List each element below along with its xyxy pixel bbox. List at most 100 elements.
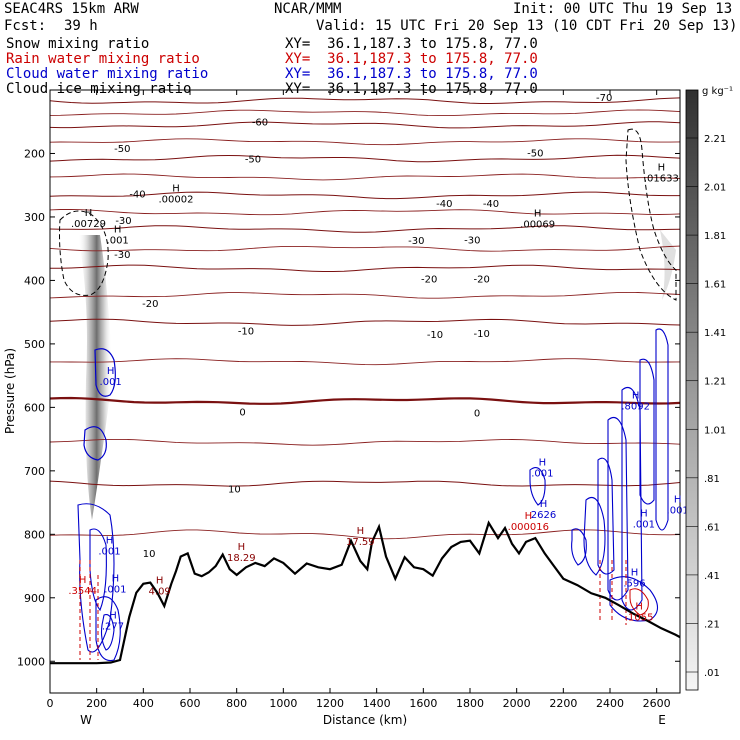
maximum-value-label: .001 <box>104 585 126 596</box>
maximum-value-label: .001 <box>100 377 122 388</box>
isotherm-label: -70 <box>596 93 612 104</box>
isotherm-label: -20 <box>473 274 489 285</box>
colorbar-tick-label: 2.21 <box>704 134 726 145</box>
maximum-value-label: .001 <box>531 469 553 480</box>
y-axis-title: Pressure (hPa) <box>3 348 17 434</box>
field-xy-cloud-ice: XY= 36.1,187.3 to 175.8, 77.0 <box>285 81 538 97</box>
org-name: NCAR/MMM <box>274 1 342 17</box>
x-tick-label: 2000 <box>503 697 531 710</box>
colorbar-tick-label: 1.81 <box>704 231 726 242</box>
isotherm-label: -50 <box>245 154 261 165</box>
isotherm-line <box>50 358 680 366</box>
isotherm-label: -60 <box>252 118 268 129</box>
maximum-value-label: .00002 <box>159 194 194 205</box>
isotherm-line <box>50 318 680 326</box>
maximum-marker: H <box>540 499 548 510</box>
isotherm-line <box>50 173 680 181</box>
colorbar-tick-label: 1.01 <box>704 425 726 436</box>
maximum-marker: H <box>534 209 542 220</box>
x-tick-label: 2400 <box>596 697 624 710</box>
isotherm-label: -10 <box>473 329 489 340</box>
x-tick-label: 800 <box>226 697 247 710</box>
y-tick-label: 300 <box>24 211 45 224</box>
colorbar-tick-label: 1.41 <box>704 328 726 339</box>
isotherm-line <box>50 396 680 405</box>
maximum-marker: H <box>79 575 87 586</box>
isotherm-label: 0 <box>239 408 245 419</box>
colorbar-tick-label: 1.61 <box>704 280 726 291</box>
contour-labels: -70 -60 -50 -50 -50 -40 -40 -40 -30 -30 -30 -30 -20 -… <box>68 93 688 633</box>
isotherm-label: -30 <box>115 216 131 227</box>
isotherm-line <box>50 480 680 487</box>
maximum-value-label: .596 <box>623 578 645 589</box>
maximum-value-label: 4.09 <box>149 587 171 598</box>
colorbar-tick-label: .61 <box>704 522 720 533</box>
isotherm-label: -10 <box>238 326 254 337</box>
isotherm-line <box>50 245 680 252</box>
isotherm-label: -40 <box>436 199 452 210</box>
fcst-label: Fcst: <box>4 18 47 34</box>
maximum-marker: H <box>658 162 666 173</box>
maximum-value-label: .001 <box>633 519 655 530</box>
maximum-marker: H <box>635 602 643 613</box>
maximum-value-label: .001 <box>667 505 689 516</box>
plot-frame <box>49 89 681 694</box>
maximum-value-label: 17.59 <box>346 537 375 548</box>
maximum-marker: H <box>631 567 639 578</box>
maximum-value-label: .277 <box>102 622 124 633</box>
y-tick-label: 200 <box>24 147 45 160</box>
y-tick-label: 700 <box>24 465 45 478</box>
colorbar-unit: g kg⁻¹ <box>702 86 733 97</box>
isotherm-line <box>50 225 680 233</box>
isotherm-label: 10 <box>143 549 156 560</box>
maximum-marker: H <box>109 611 117 622</box>
maximum-value-label: .3544 <box>68 586 97 597</box>
maximum-value-label: .1055 <box>625 613 654 624</box>
maximum-marker: H <box>112 574 120 585</box>
isotherm-line <box>50 109 680 117</box>
maximum-marker: H <box>640 508 648 519</box>
field-xy-snow: XY= 36.1,187.3 to 175.8, 77.0 <box>285 36 538 52</box>
isotherm-line <box>50 438 680 446</box>
isotherm-label: -40 <box>483 199 499 210</box>
isotherm-line <box>50 191 680 200</box>
isotherm-layer <box>50 97 680 540</box>
maximum-value-label: .00729 <box>71 219 106 230</box>
maximum-value-label: .001 <box>98 547 120 558</box>
x-end-east: E <box>658 713 666 727</box>
field-xy-cloud-water: XY= 36.1,187.3 to 175.8, 77.0 <box>285 66 538 82</box>
maximum-marker: H <box>172 183 180 194</box>
isotherm-label: -50 <box>527 149 543 160</box>
maximum-marker: H <box>539 458 547 469</box>
isotherm-label: -20 <box>421 274 437 285</box>
x-axis-title: Distance (km) <box>323 713 407 727</box>
maximum-value-label: .8092 <box>621 401 650 412</box>
isotherm-line <box>50 97 680 104</box>
x-tick-label: 600 <box>180 697 201 710</box>
field-xy-rain: XY= 36.1,187.3 to 175.8, 77.0 <box>285 51 538 67</box>
field-name-snow: Snow mixing ratio <box>6 36 150 52</box>
maximum-marker: H <box>85 208 93 219</box>
field-name-cloud-water: Cloud water mixing ratio <box>6 66 209 82</box>
isotherm-line <box>50 291 680 299</box>
maximum-marker: H <box>106 536 114 547</box>
isotherm-line <box>50 154 680 163</box>
colorbar-tick-label: .41 <box>704 571 720 582</box>
y-tick-label: 600 <box>24 401 45 414</box>
maximum-marker: H <box>114 225 122 236</box>
maximum-marker: H <box>156 576 164 587</box>
fcst-value: 39 h <box>64 18 98 34</box>
colorbar: 2.21 2.01 1.81 1.61 1.41 1.21 1.01 .81 .61 .41 .21… <box>685 86 733 691</box>
x-tick-label: 1800 <box>456 697 484 710</box>
y-tick-label: 900 <box>24 592 45 605</box>
x-tick-label: 1000 <box>269 697 297 710</box>
x-tick-label: 400 <box>133 697 154 710</box>
isotherm-line <box>50 529 680 540</box>
maximum-value-label: 18.29 <box>227 553 256 564</box>
y-tick-label: 500 <box>24 338 45 351</box>
maximum-marker: H <box>632 390 640 401</box>
isotherm-label: -40 <box>129 189 145 200</box>
colorbar-tick-label: .21 <box>704 619 720 630</box>
x-tick-label: 2200 <box>549 697 577 710</box>
colorbar-tick-label: 1.21 <box>704 377 726 388</box>
